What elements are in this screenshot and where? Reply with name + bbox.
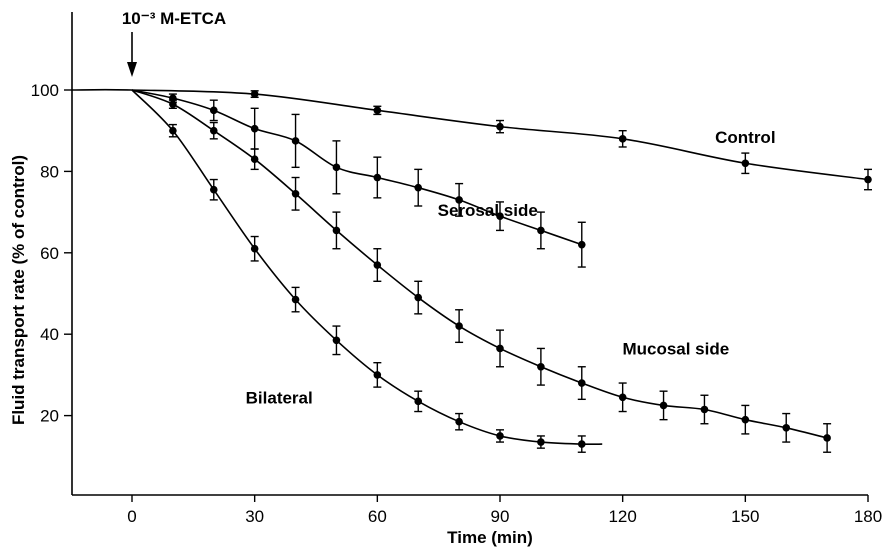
y-axis-title: Fluid transport rate (% of control) (9, 155, 28, 425)
data-point (618, 135, 627, 143)
data-point (414, 397, 423, 406)
y-tick-label: 80 (40, 162, 59, 181)
data-point (496, 212, 504, 220)
data-point (209, 185, 218, 194)
data-point (291, 137, 300, 145)
x-tick-label: 0 (127, 507, 136, 526)
y-tick-label: 100 (31, 81, 59, 100)
x-tick-label: 120 (608, 507, 636, 526)
data-point (496, 344, 504, 353)
data-point (741, 415, 750, 424)
series-line-bilateral (131, 89, 603, 446)
data-point (332, 226, 341, 235)
series-serosal-side (131, 89, 586, 268)
data-point (291, 295, 300, 304)
data-point (250, 155, 259, 163)
y-tick-label: 40 (40, 325, 59, 344)
series-label-mucosal-side: Mucosal side (622, 340, 729, 359)
data-point (332, 163, 341, 172)
data-point (659, 401, 668, 410)
data-point (577, 240, 586, 249)
data-point (577, 440, 586, 448)
data-point (373, 261, 382, 269)
data-point (455, 417, 463, 426)
data-point (823, 434, 831, 442)
x-tick-label: 60 (368, 507, 387, 526)
data-point (537, 438, 545, 446)
series-line-control (71, 88, 869, 181)
y-tick-label: 20 (40, 407, 59, 426)
data-point (864, 175, 872, 184)
data-point (577, 379, 586, 387)
series-labels: Control Serosal side Mucosal side Bilateral (246, 128, 776, 407)
etca-arrow-head (127, 62, 137, 77)
data-point (250, 124, 259, 133)
data-point (209, 126, 218, 135)
data-point (496, 122, 504, 131)
data-point (700, 405, 709, 414)
x-tick-label: 150 (731, 507, 759, 526)
data-point (455, 196, 463, 204)
data-point (209, 106, 218, 115)
series-mucosal-side (131, 89, 832, 453)
series-layer (71, 88, 872, 453)
data-point (169, 126, 177, 135)
data-point (373, 371, 382, 379)
data-point (169, 100, 177, 109)
data-point (455, 322, 463, 330)
data-point (414, 183, 423, 192)
data-point (373, 173, 382, 182)
series-bilateral (131, 89, 603, 453)
etca-annotation-text: 10⁻³ M-ETCA (122, 9, 226, 28)
data-point (496, 432, 504, 440)
data-point (414, 293, 423, 302)
data-point (373, 106, 382, 115)
series-label-control: Control (715, 128, 775, 147)
data-point (250, 244, 259, 253)
data-point (741, 159, 750, 168)
x-tick-label: 90 (491, 507, 510, 526)
data-point (250, 90, 259, 98)
x-tick-label: 30 (245, 507, 264, 526)
data-point (332, 336, 341, 345)
data-point (537, 362, 545, 371)
x-ticks: 0 30 60 90 120 150 180 (127, 495, 882, 526)
data-point (537, 226, 545, 235)
series-label-bilateral: Bilateral (246, 388, 313, 407)
data-point (291, 189, 300, 198)
series-control (71, 88, 872, 191)
data-point (782, 424, 791, 432)
y-tick-label: 60 (40, 244, 59, 263)
series-label-serosal-side: Serosal side (438, 201, 538, 220)
y-ticks: 20 40 60 80 100 (31, 81, 72, 426)
etca-annotation: 10⁻³ M-ETCA (122, 9, 226, 77)
x-tick-label: 180 (854, 507, 882, 526)
data-point (618, 393, 627, 402)
x-axis-title: Time (min) (447, 528, 533, 547)
